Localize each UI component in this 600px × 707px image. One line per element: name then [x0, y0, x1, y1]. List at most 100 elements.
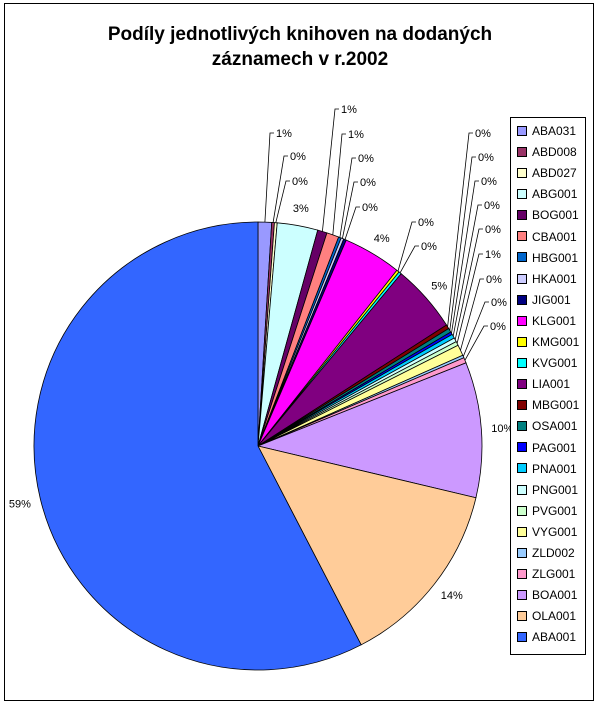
legend-item-jig001: JIG001 — [517, 293, 571, 307]
legend-label: BOG001 — [532, 208, 579, 223]
legend-swatch — [517, 590, 527, 601]
leader-line-zlg001 — [464, 325, 488, 361]
chart-title-line-2: záznamech v r.2002 — [211, 49, 389, 70]
legend-label: KLG001 — [532, 313, 577, 328]
legend-label: JIG001 — [532, 292, 571, 307]
data-label-png001: 0% — [485, 224, 501, 236]
data-label-klg001: 4% — [374, 233, 390, 245]
legend-swatch — [517, 400, 527, 411]
legend-swatch — [517, 547, 527, 558]
legend-item-aba001: ABA001 — [517, 630, 576, 644]
legend-label: KMG001 — [532, 335, 580, 349]
data-label-abd008: 0% — [290, 151, 306, 163]
legend-item-ola001: OLA001 — [517, 609, 576, 623]
chart-title-line-1: Podíly jednotlivých knihoven na dodaných — [107, 24, 493, 45]
leader-line-pna001 — [452, 204, 482, 337]
legend-swatch — [517, 210, 527, 221]
leader-line-abd008 — [272, 155, 288, 223]
legend-label: PVG001 — [532, 503, 578, 518]
legend-label: MBG001 — [532, 398, 580, 413]
legend-item-boa001: BOA001 — [517, 588, 577, 602]
legend-item-hbg001: HBG001 — [517, 251, 578, 265]
legend-swatch — [517, 315, 527, 326]
legend-item-zld002: ZLD002 — [517, 546, 575, 560]
leader-line-kvg001 — [399, 245, 419, 273]
legend-swatch — [517, 421, 527, 432]
legend-label: ZLG001 — [532, 567, 576, 582]
data-label-boa001: 10% — [491, 423, 513, 435]
legend-swatch — [517, 526, 527, 537]
legend-label: ABA001 — [532, 630, 577, 645]
data-label-abd027: 0% — [292, 176, 308, 188]
data-label-aba031: 1% — [276, 128, 292, 140]
legend-label: BOA001 — [532, 588, 578, 603]
legend-swatch — [517, 273, 527, 284]
legend-swatch — [517, 379, 527, 390]
data-label-abg001: 3% — [293, 203, 309, 215]
legend-swatch — [517, 125, 527, 136]
legend-swatch — [517, 231, 527, 242]
leader-line-cba001 — [332, 133, 346, 235]
leader-line-hka001 — [342, 181, 358, 239]
legend-item-lia001: LIA001 — [517, 377, 570, 391]
legend-item-kvg001: KVG001 — [517, 356, 577, 370]
data-label-zld002: 0% — [491, 297, 507, 309]
leader-line-hbg001 — [339, 157, 356, 238]
data-label-osa001: 0% — [478, 152, 494, 164]
legend-label: ABD008 — [532, 145, 577, 160]
legend-item-abd027: ABD027 — [517, 166, 577, 180]
legend-swatch — [517, 357, 527, 368]
legend-label: KVG001 — [532, 356, 578, 371]
leader-line-mbg001 — [447, 132, 473, 327]
legend-item-osa001: OSA001 — [517, 419, 577, 433]
leader-line-vyg001 — [460, 278, 484, 351]
data-label-pag001: 0% — [481, 176, 497, 188]
leader-line-zld002 — [462, 301, 489, 357]
data-label-ola001: 14% — [441, 590, 463, 602]
legend-swatch — [517, 632, 527, 643]
legend-label: HKA001 — [532, 271, 577, 286]
legend-item-abg001: ABG001 — [517, 187, 577, 201]
legend-swatch — [517, 146, 527, 157]
legend-swatch — [517, 505, 527, 516]
legend-label: OLA001 — [532, 609, 577, 624]
legend-label: OSA001 — [532, 419, 578, 434]
leader-line-pvg001 — [456, 253, 483, 344]
data-label-bog001: 1% — [341, 104, 357, 116]
legend-swatch — [517, 189, 527, 200]
data-label-jig001: 0% — [362, 202, 378, 214]
legend-item-mbg001: MBG001 — [517, 398, 579, 412]
legend-label: ZLD002 — [532, 546, 575, 560]
legend-item-pna001: PNA001 — [517, 462, 577, 476]
legend-swatch — [517, 568, 527, 579]
legend-label: PAG001 — [532, 440, 577, 455]
legend-item-pvg001: PVG001 — [517, 504, 577, 518]
leader-line-abd027 — [275, 180, 290, 223]
legend-item-vyg001: VYG001 — [517, 525, 577, 539]
leader-line-png001 — [454, 228, 483, 340]
data-label-hbg001: 0% — [358, 153, 374, 165]
legend-item-cba001: CBA001 — [517, 230, 577, 244]
legend-swatch — [517, 442, 527, 453]
legend-swatch — [517, 611, 527, 622]
legend-label: CBA001 — [532, 229, 577, 244]
pie-slice-ola001 — [257, 445, 477, 646]
legend-label: PNA001 — [532, 461, 577, 476]
data-label-mbg001: 0% — [475, 128, 491, 140]
legend-label: ABD027 — [532, 166, 577, 181]
chart-title: Podíly jednotlivých knihoven na dodaných… — [0, 22, 600, 72]
legend-swatch — [517, 168, 527, 179]
pie-slice-boa001 — [256, 362, 483, 499]
legend-swatch — [517, 484, 527, 495]
legend-label: ABA031 — [532, 124, 577, 138]
legend-item-abd008: ABD008 — [517, 145, 577, 159]
legend-swatch — [517, 336, 527, 347]
leader-line-pag001 — [451, 180, 479, 334]
legend-item-aba031: ABA031 — [517, 124, 576, 138]
legend: ABA031 ABD008 ABD027 ABG001 BOG001 CBA001 HBG0… — [510, 117, 586, 655]
leader-line-osa001 — [449, 156, 476, 331]
leader-line-kmg001 — [397, 221, 416, 272]
data-label-aba001: 59% — [9, 498, 31, 510]
data-label-zlg001: 0% — [490, 321, 506, 333]
